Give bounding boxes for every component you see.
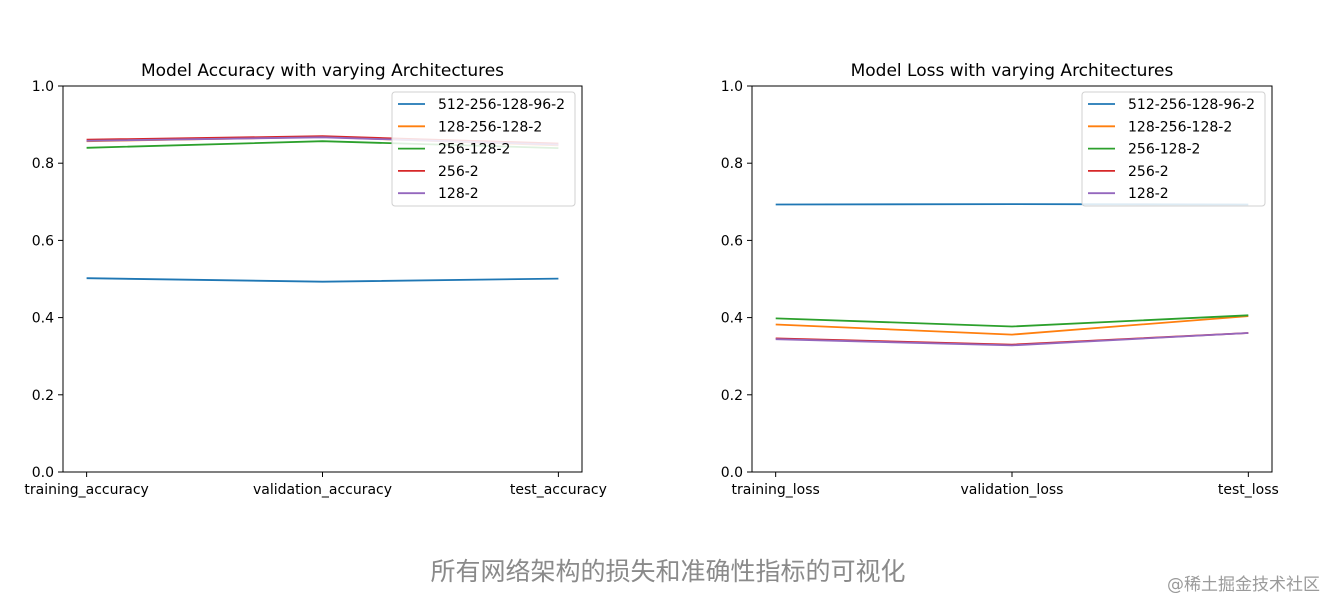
plot-frame [62, 85, 583, 473]
y-tick-label: 0.0 [32, 465, 54, 481]
legend: 512-256-128-96-2 128-256-128-2 256-128-2 25… [1081, 91, 1266, 207]
y-tick-label: 0.2 [32, 388, 54, 404]
legend-label: 128-2 [1128, 186, 1169, 202]
legend-label: 256-128-2 [438, 142, 510, 158]
legend-box [1081, 91, 1266, 207]
series-line-4 [775, 332, 1249, 347]
chart-title: Model Loss with varying Architectures [851, 61, 1174, 81]
y-tick-label: 0.2 [721, 388, 743, 404]
y-tick-label: 0.4 [32, 311, 54, 327]
plot-frame [751, 85, 1273, 473]
y-tick-label: 0.6 [721, 233, 743, 249]
x-tick-label: training_loss [732, 482, 820, 498]
y-tick-label: 0.0 [721, 465, 743, 481]
y-tick-label: 0.8 [32, 156, 54, 172]
series-line-2 [775, 314, 1249, 328]
legend-label: 512-256-128-96-2 [438, 97, 565, 113]
x-tick-label: validation_accuracy [253, 482, 392, 498]
accuracy-chart: Model Accuracy with varying Architecture… [24, 61, 607, 498]
legend-label: 256-128-2 [1128, 142, 1200, 158]
chart-title: Model Accuracy with varying Architecture… [141, 61, 504, 81]
legend-label: 256-2 [1128, 164, 1169, 180]
x-tick-label: validation_loss [961, 482, 1064, 498]
series-line-0 [86, 277, 559, 283]
x-tick-label: test_accuracy [510, 482, 607, 498]
legend-box [391, 91, 576, 207]
y-tick-label: 0.8 [721, 156, 743, 172]
legend: 512-256-128-96-2 128-256-128-2 256-128-2 25… [391, 91, 576, 207]
y-tick-label: 1.0 [721, 79, 743, 95]
series-line-1 [775, 315, 1249, 336]
y-tick-label: 0.4 [721, 311, 743, 327]
legend-label: 512-256-128-96-2 [1128, 97, 1255, 113]
y-tick-label: 1.0 [32, 79, 54, 95]
figure-caption: 所有网络架构的损失和准确性指标的可视化 [430, 557, 906, 586]
legend-label: 128-256-128-2 [1128, 119, 1232, 135]
y-tick-label: 0.6 [32, 233, 54, 249]
x-tick-label: training_accuracy [24, 482, 148, 498]
watermark: @稀土掘金技术社区 [1167, 575, 1320, 595]
x-tick-label: test_loss [1218, 482, 1279, 498]
loss-chart: Model Loss with varying Architectures 0.0… [721, 61, 1279, 498]
legend-label: 128-2 [438, 186, 479, 202]
legend-label: 128-256-128-2 [438, 119, 542, 135]
legend-label: 256-2 [438, 164, 479, 180]
